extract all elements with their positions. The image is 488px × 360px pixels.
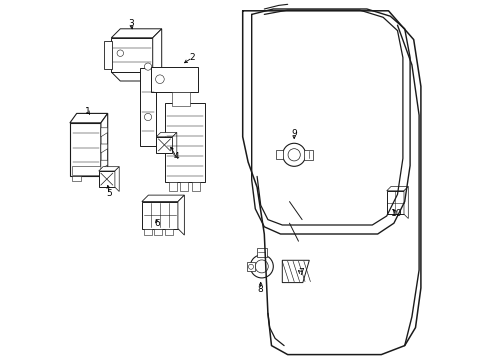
Polygon shape <box>282 260 309 283</box>
Polygon shape <box>115 167 119 192</box>
Circle shape <box>282 143 305 166</box>
Bar <box>165 229 173 235</box>
Text: 4: 4 <box>173 152 179 161</box>
Bar <box>172 92 190 106</box>
Text: 5: 5 <box>106 189 112 198</box>
Text: 6: 6 <box>154 219 160 228</box>
Bar <box>143 229 151 235</box>
Bar <box>192 182 200 191</box>
Polygon shape <box>101 144 107 153</box>
Circle shape <box>117 50 123 57</box>
Bar <box>386 191 403 214</box>
Polygon shape <box>101 128 107 137</box>
Text: 9: 9 <box>291 129 296 138</box>
Circle shape <box>287 149 300 161</box>
Bar <box>140 68 156 146</box>
Bar <box>154 229 162 235</box>
Text: 8: 8 <box>257 285 263 294</box>
Circle shape <box>144 113 151 121</box>
Polygon shape <box>152 29 162 81</box>
Polygon shape <box>111 29 162 38</box>
Bar <box>247 262 254 271</box>
Polygon shape <box>70 113 107 123</box>
Circle shape <box>144 63 151 70</box>
Polygon shape <box>101 113 107 176</box>
Text: 1: 1 <box>85 107 91 116</box>
Polygon shape <box>111 72 162 81</box>
Text: 3: 3 <box>128 19 134 28</box>
Bar <box>142 202 178 229</box>
Bar <box>276 150 283 159</box>
Polygon shape <box>101 160 107 169</box>
Polygon shape <box>386 186 407 191</box>
Circle shape <box>255 260 268 273</box>
Bar <box>104 41 112 68</box>
Bar <box>72 166 102 175</box>
Bar <box>99 171 115 187</box>
Bar <box>165 103 204 182</box>
Polygon shape <box>99 167 119 171</box>
Bar <box>111 38 152 72</box>
Polygon shape <box>142 195 184 202</box>
Bar <box>180 182 188 191</box>
Circle shape <box>155 75 164 84</box>
Polygon shape <box>178 195 184 235</box>
Bar <box>151 67 197 92</box>
Polygon shape <box>172 132 177 157</box>
Text: 2: 2 <box>189 53 195 62</box>
Bar <box>256 248 266 257</box>
Polygon shape <box>156 132 177 137</box>
Bar <box>72 176 81 181</box>
Bar <box>303 150 312 160</box>
Circle shape <box>248 264 253 269</box>
Bar <box>168 182 177 191</box>
Polygon shape <box>403 186 407 219</box>
Bar <box>70 123 101 176</box>
Text: 10: 10 <box>390 209 401 217</box>
Circle shape <box>250 255 273 278</box>
Bar <box>156 137 172 153</box>
Text: 7: 7 <box>298 269 303 277</box>
